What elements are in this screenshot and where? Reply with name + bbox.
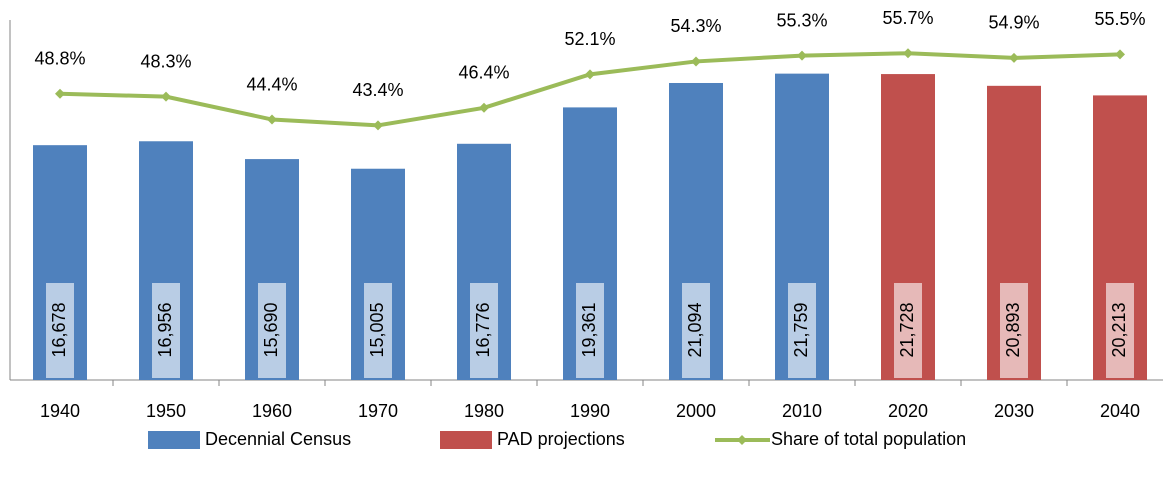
legend-label: Decennial Census (205, 429, 351, 449)
value-label-box (258, 283, 286, 378)
value-label: 21,728 (897, 302, 917, 357)
value-label: 19,361 (579, 302, 599, 357)
x-tick-label: 1990 (570, 401, 610, 421)
line-marker (585, 69, 595, 80)
line-marker (1115, 49, 1125, 60)
value-label: 16,678 (49, 302, 69, 357)
value-label: 16,956 (155, 302, 175, 357)
x-tick-label: 1960 (252, 401, 292, 421)
x-tick-label: 1980 (464, 401, 504, 421)
line-marker (55, 88, 65, 99)
value-label: 20,213 (1109, 302, 1129, 357)
line-marker (161, 91, 171, 102)
line-marker (1009, 52, 1019, 63)
x-tick-label: 2010 (782, 401, 822, 421)
x-tick-label: 2020 (888, 401, 928, 421)
legend-swatch (440, 431, 492, 449)
value-label-box (894, 283, 922, 378)
value-label: 15,690 (261, 302, 281, 357)
line-marker (373, 120, 383, 131)
value-label-box (152, 283, 180, 378)
x-tick-label: 2040 (1100, 401, 1140, 421)
value-label: 55.7% (882, 8, 933, 28)
value-label: 48.8% (34, 48, 85, 68)
legend-swatch (737, 435, 747, 445)
legend-label: Share of total population (771, 429, 966, 449)
value-label: 48.3% (140, 51, 191, 71)
legend-swatch (148, 431, 200, 449)
value-label-box (470, 283, 498, 378)
x-tick-label: 1940 (40, 401, 80, 421)
value-label: 43.4% (352, 80, 403, 100)
value-label-box (1106, 283, 1134, 378)
value-label: 52.1% (564, 29, 615, 49)
value-label: 55.3% (776, 10, 827, 30)
value-label-box (576, 283, 604, 378)
value-label: 16,776 (473, 302, 493, 357)
x-tick-label: 1950 (146, 401, 186, 421)
value-label: 20,893 (1003, 302, 1023, 357)
value-label-box (46, 283, 74, 378)
line-marker (479, 102, 489, 113)
value-label: 21,759 (791, 302, 811, 357)
value-label: 44.4% (246, 74, 297, 94)
value-label: 54.3% (670, 16, 721, 36)
x-tick-label: 2030 (994, 401, 1034, 421)
line-marker (903, 48, 913, 59)
value-label: 15,005 (367, 302, 387, 357)
legend-label: PAD projections (497, 429, 625, 449)
line-marker (691, 56, 701, 67)
value-label-box (1000, 283, 1028, 378)
value-label-box (364, 283, 392, 378)
value-label: 21,094 (685, 302, 705, 357)
value-label: 46.4% (458, 63, 509, 83)
line-marker (797, 50, 807, 61)
value-label-box (682, 283, 710, 378)
line-marker (267, 114, 277, 125)
x-tick-label: 2000 (676, 401, 716, 421)
value-label: 54.9% (988, 13, 1039, 33)
x-tick-label: 1970 (358, 401, 398, 421)
value-label: 55.5% (1094, 9, 1145, 29)
value-label-box (788, 283, 816, 378)
